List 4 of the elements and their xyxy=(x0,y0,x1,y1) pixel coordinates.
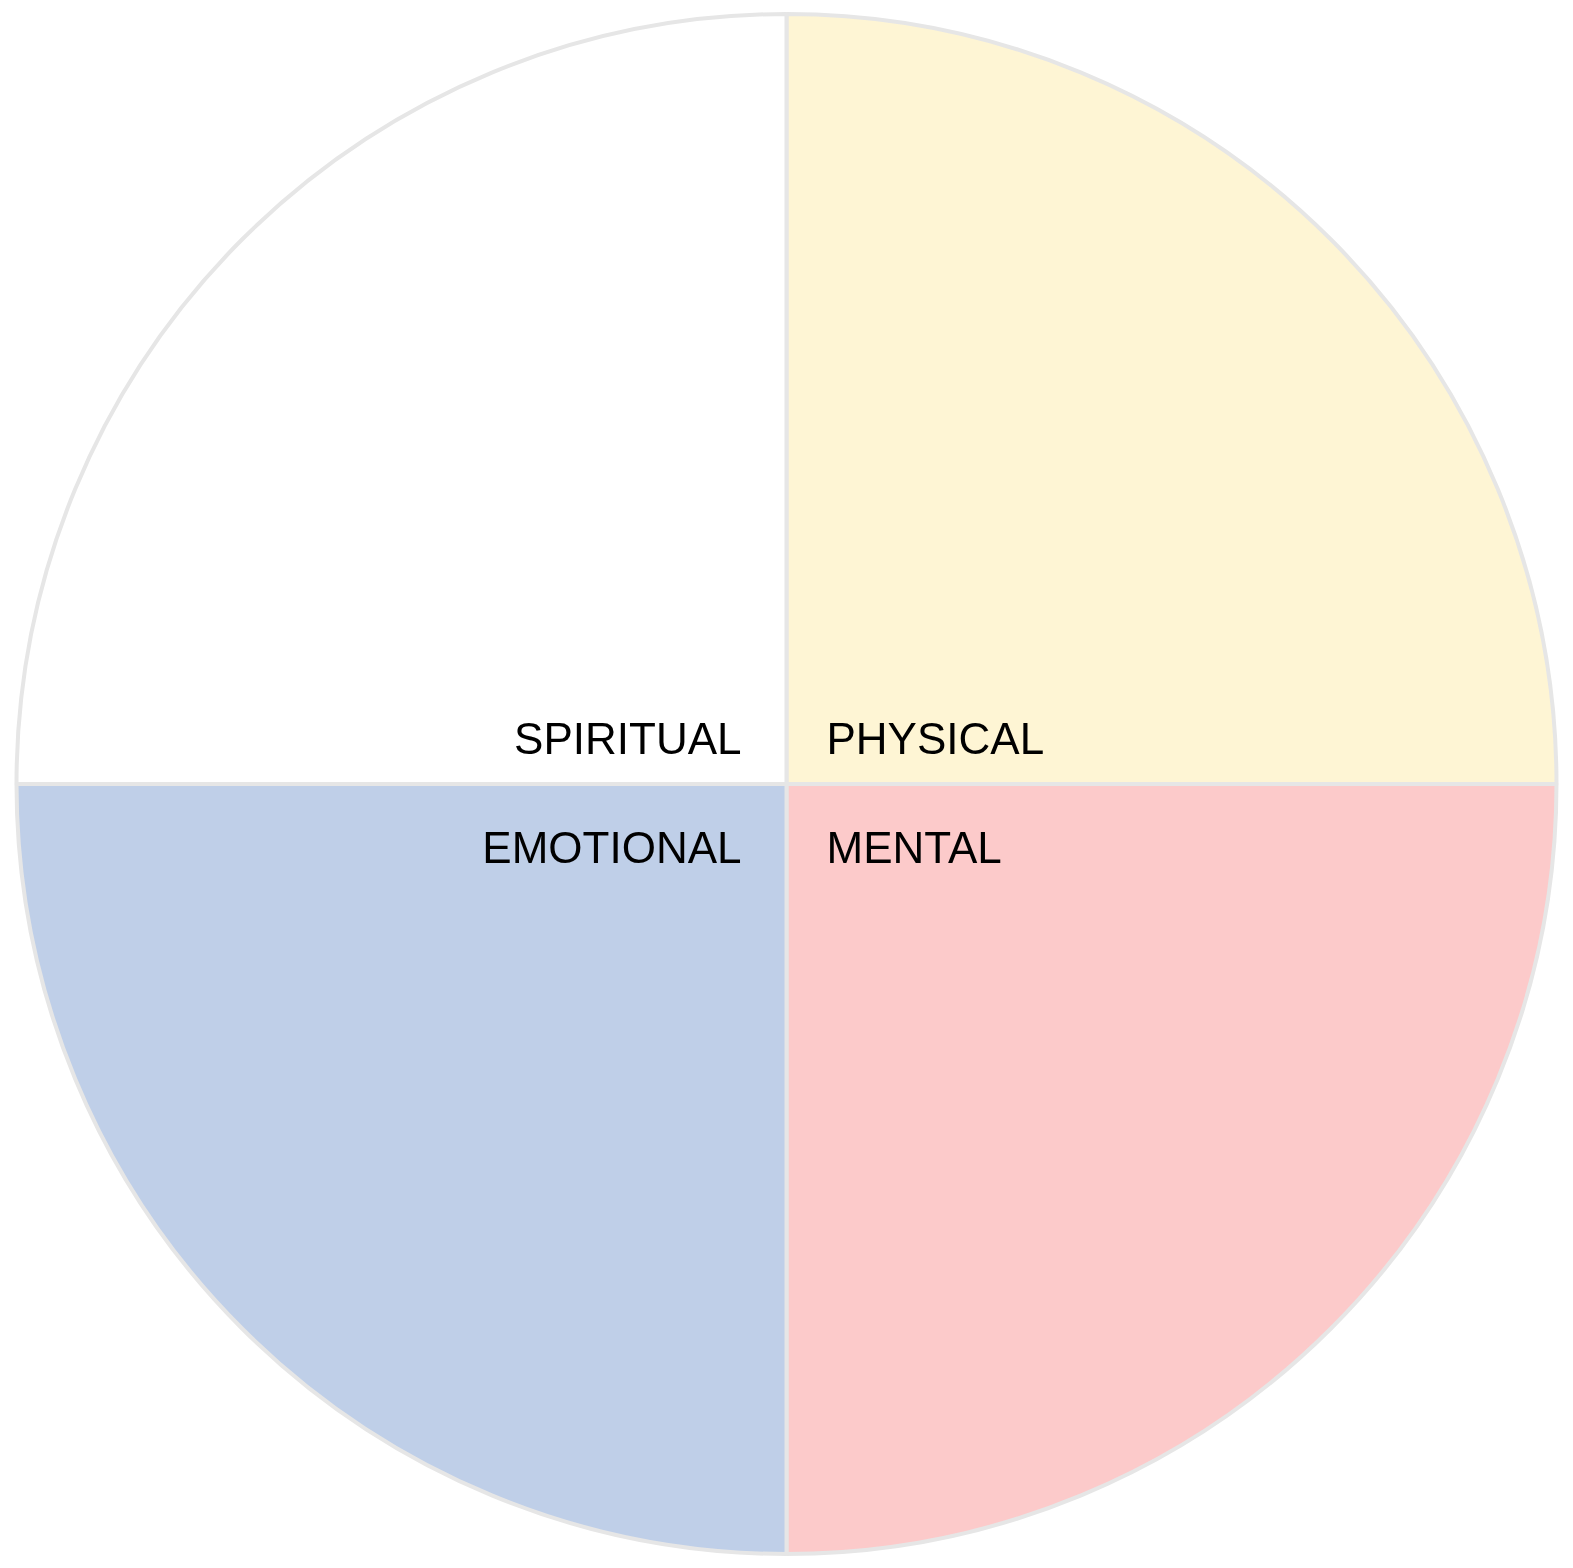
slice-label: MENTAL xyxy=(826,823,1002,873)
slice-label: SPIRITUAL xyxy=(514,714,742,764)
slice-label: EMOTIONAL xyxy=(482,823,742,873)
slice-label: PHYSICAL xyxy=(826,714,1045,764)
